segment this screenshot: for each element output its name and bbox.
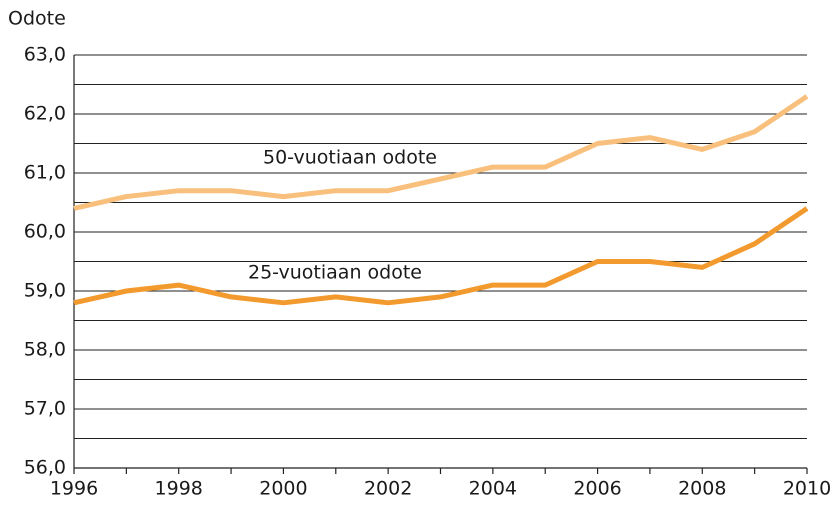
x-tick-label: 2000 (259, 478, 307, 500)
y-tick-label: 62,0 (24, 103, 66, 125)
x-tick-label: 1996 (50, 478, 98, 500)
y-tick-label: 63,0 (24, 44, 66, 66)
y-tick-label: 56,0 (24, 457, 66, 479)
y-tick-label: 59,0 (24, 280, 66, 302)
y-tick-label: 58,0 (24, 339, 66, 361)
x-tick-label: 2008 (678, 478, 726, 500)
x-tick-label: 2004 (469, 478, 517, 500)
y-tick-label: 61,0 (24, 162, 66, 184)
series-line (73, 94, 809, 211)
x-tick-label: 2002 (364, 478, 412, 500)
x-tick-label: 1998 (155, 478, 203, 500)
series-label: 25-vuotiaan odote (248, 262, 422, 284)
y-tick-label: 57,0 (24, 398, 66, 420)
series-label: 50-vuotiaan odote (263, 147, 437, 169)
y-axis-label: Odote (8, 8, 66, 30)
series-line (73, 206, 809, 306)
x-tick-label: 2006 (573, 478, 621, 500)
y-tick-label: 60,0 (24, 221, 66, 243)
x-tick-label: 2010 (783, 478, 831, 500)
